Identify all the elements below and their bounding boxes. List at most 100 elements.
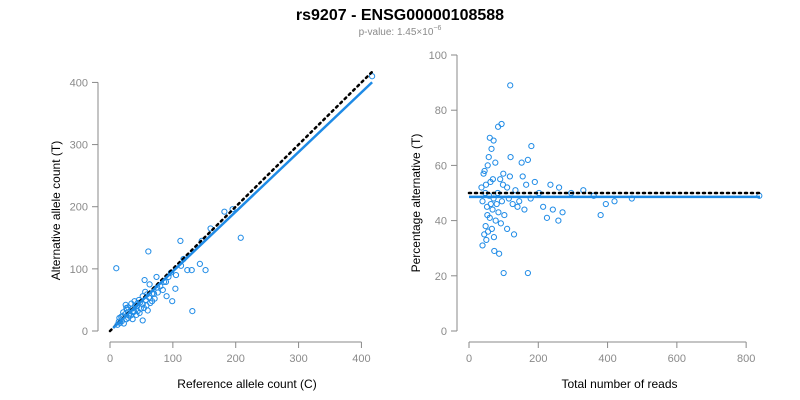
data-point <box>196 260 203 267</box>
data-point <box>482 223 489 230</box>
data-point <box>547 181 554 188</box>
subtitle-prefix: p-value: 1.45×10 <box>359 27 434 38</box>
data-point <box>489 176 497 183</box>
x-tick-label: 200 <box>529 353 547 365</box>
data-point <box>184 267 191 274</box>
data-point <box>499 181 507 188</box>
data-point <box>555 184 563 191</box>
data-point <box>543 214 551 221</box>
data-point <box>159 286 166 294</box>
data-point <box>172 271 180 279</box>
y-tick-label: 200 <box>70 202 88 214</box>
y-tick-label: 40 <box>435 216 447 228</box>
data-point <box>169 298 176 305</box>
data-point <box>113 265 120 272</box>
data-point <box>504 225 511 232</box>
data-point <box>500 170 507 177</box>
x-tick-label: 100 <box>164 353 182 365</box>
data-point <box>146 281 153 288</box>
x-tick-label: 800 <box>737 353 755 365</box>
data-point <box>524 269 531 277</box>
fit-line <box>112 81 373 329</box>
data-point <box>490 234 498 241</box>
y-tick-label: 100 <box>429 50 447 62</box>
y-tick-label: 100 <box>70 264 88 276</box>
x-tick-label: 300 <box>289 353 307 365</box>
x-axis-label: Total number of reads <box>561 377 677 391</box>
data-point <box>479 198 486 205</box>
data-point <box>144 307 151 314</box>
data-point <box>478 184 485 191</box>
data-point <box>549 206 556 213</box>
data-point <box>481 231 488 238</box>
data-point <box>492 217 499 224</box>
data-point <box>500 269 507 277</box>
y-tick-label: 0 <box>441 326 447 338</box>
data-point <box>202 267 209 274</box>
x-axis-label: Reference allele count (C) <box>177 377 316 391</box>
data-point <box>597 211 604 219</box>
data-point <box>484 211 491 219</box>
data-point <box>507 82 514 89</box>
data-point <box>177 237 184 244</box>
data-point <box>496 250 503 257</box>
data-point <box>507 154 514 161</box>
data-point <box>484 162 491 169</box>
data-point <box>540 203 547 210</box>
data-point <box>516 198 523 205</box>
x-tick-label: 200 <box>227 353 245 365</box>
y-axis-label: Percentage alternative (T) <box>409 134 423 273</box>
data-point <box>497 176 504 183</box>
data-point <box>479 242 486 249</box>
y-tick-label: 0 <box>82 326 88 338</box>
data-point <box>189 308 196 315</box>
data-point <box>611 198 618 205</box>
data-point <box>493 200 500 208</box>
x-tick-label: 0 <box>466 353 472 365</box>
data-point <box>482 181 490 188</box>
data-point <box>136 309 143 317</box>
x-tick-label: 400 <box>598 353 616 365</box>
y-tick-label: 80 <box>435 105 447 117</box>
y-tick-label: 20 <box>435 271 447 283</box>
data-point <box>524 156 531 163</box>
data-point <box>151 295 158 302</box>
data-point <box>497 220 504 227</box>
data-point <box>512 187 519 194</box>
data-point <box>141 276 148 284</box>
data-point <box>518 159 525 166</box>
y-tick-label: 300 <box>70 140 88 152</box>
y-axis-label: Alternative allele count (T) <box>49 141 63 280</box>
data-point <box>555 217 562 224</box>
data-point <box>519 173 526 180</box>
data-point <box>153 273 160 281</box>
chart-title: rs9207 - ENSG00000108588 <box>296 7 504 24</box>
data-point <box>514 203 521 210</box>
data-point <box>504 184 511 191</box>
data-point <box>140 304 148 312</box>
x-tick-label: 0 <box>107 353 113 365</box>
data-point <box>490 137 497 144</box>
data-point <box>506 173 513 180</box>
data-point <box>237 234 244 241</box>
data-point <box>131 298 138 305</box>
data-point <box>498 120 505 128</box>
data-point <box>480 170 487 177</box>
data-point <box>145 248 152 255</box>
data-point <box>559 209 566 216</box>
data-point <box>492 159 499 166</box>
data-point <box>129 316 136 323</box>
data-point <box>221 208 228 215</box>
right-scatter-panel: 0 200 400 600 800 0 20 40 60 80 100 Total number of… <box>409 50 763 391</box>
data-point <box>491 247 498 255</box>
data-point <box>523 181 530 188</box>
data-point <box>495 123 502 130</box>
data-point <box>528 142 535 150</box>
data-point <box>142 288 149 295</box>
data-point <box>488 145 495 152</box>
data-point <box>229 206 236 213</box>
data-point <box>510 231 518 238</box>
x-tick-label: 400 <box>352 353 370 365</box>
data-point <box>188 267 195 274</box>
data-point <box>602 200 609 208</box>
